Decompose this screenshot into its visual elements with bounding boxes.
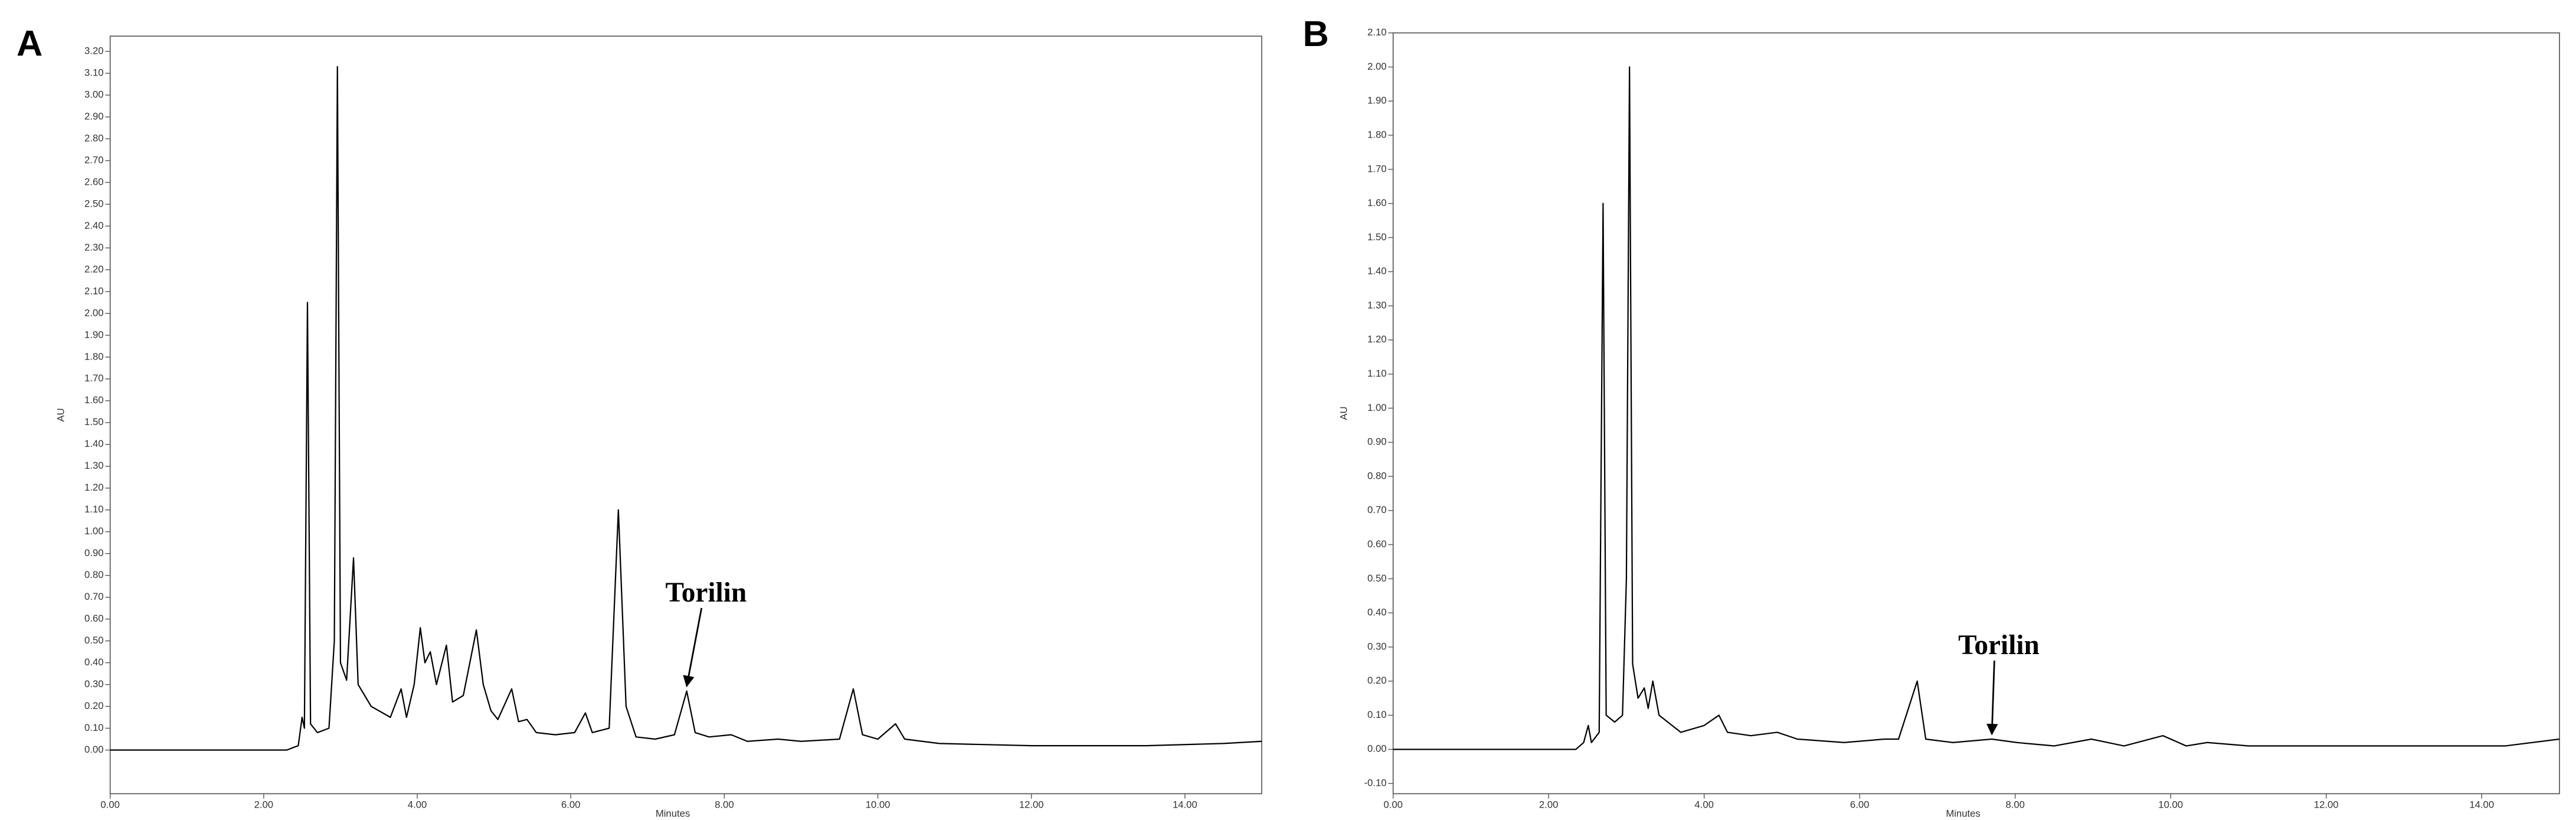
x-tick-label: 0.00 [1383, 799, 1402, 810]
x-tick-label: 2.00 [1539, 799, 1558, 810]
y-tick-label: 0.40 [1367, 607, 1386, 618]
y-tick-label: 1.90 [84, 329, 103, 340]
x-tick-label: 4.00 [1694, 799, 1713, 810]
y-tick-label: -0.10 [1364, 777, 1386, 789]
annotation-arrow [1986, 660, 1998, 736]
x-tick-label: 14.00 [2469, 799, 2494, 810]
annotation: Torilin [1958, 630, 2040, 661]
y-tick-label: 1.10 [1367, 368, 1386, 379]
y-axis-label: AU [1338, 406, 1350, 420]
y-tick-label: 2.60 [84, 176, 103, 187]
y-tick-label: 0.20 [1367, 675, 1386, 686]
y-tick-label: 1.50 [1367, 231, 1386, 243]
y-tick-label: 2.70 [84, 154, 103, 165]
plot-frame [109, 35, 1262, 795]
x-tick-label: 4.00 [408, 799, 427, 810]
annotation: Torilin [666, 577, 747, 608]
y-tick-label: 1.70 [1367, 163, 1386, 174]
y-tick-label: 0.70 [1367, 504, 1386, 515]
y-tick-label: 1.20 [1367, 334, 1386, 345]
y-tick-label: 1.40 [1367, 266, 1386, 277]
chromatogram-line [1393, 66, 2560, 750]
y-tick-label: 3.00 [84, 89, 103, 100]
x-tick-label: 10.00 [866, 799, 891, 810]
y-tick-label: 2.00 [1367, 61, 1386, 72]
panel-label: B [1303, 14, 1329, 54]
y-tick-label: 0.50 [1367, 573, 1386, 584]
annotation-arrow [683, 607, 703, 688]
y-tick-label: 1.80 [84, 351, 103, 362]
y-tick-label: 0.30 [1367, 641, 1386, 652]
y-tick-label: 0.90 [1367, 436, 1386, 447]
y-tick-label: 1.80 [1367, 129, 1386, 140]
y-tick-label: 0.40 [84, 656, 103, 668]
y-axis-label: AU [55, 408, 67, 422]
y-tick-label: 0.20 [84, 700, 103, 711]
y-tick-label: 0.60 [84, 613, 103, 624]
y-tick-label: 0.00 [1367, 743, 1386, 754]
y-tick-label: 2.30 [84, 241, 103, 253]
y-tick-label: 0.70 [84, 591, 103, 602]
panel-label: A [17, 24, 42, 64]
y-tick-label: 1.30 [1367, 299, 1386, 311]
x-tick-label: 14.00 [1173, 799, 1197, 810]
y-tick-label: 0.80 [84, 569, 103, 580]
x-tick-label: 10.00 [2158, 799, 2183, 810]
y-tick-label: 3.20 [84, 45, 103, 57]
chart-panel: A 0.00 0.10 0.20 0.30 0.40 0.50 0.60 0.70 0.80 0.9… [17, 24, 1262, 819]
y-tick-label: 2.50 [84, 198, 103, 209]
y-tick-label: 1.40 [84, 438, 103, 449]
x-axis-label: Minutes [1946, 808, 1980, 819]
y-tick-label: 0.90 [84, 547, 103, 558]
y-tick-label: 0.30 [84, 678, 103, 690]
y-tick-label: 1.50 [84, 416, 103, 427]
y-tick-label: 1.20 [84, 482, 103, 493]
y-tick-label: 1.60 [1367, 197, 1386, 208]
y-tick-label: 2.90 [84, 110, 103, 122]
y-tick-label: 1.00 [1367, 402, 1386, 413]
chart-panel: B -0.10 0.00 0.10 0.20 0.30 0.40 0.50 0.60 0.70 0.… [1303, 14, 2560, 819]
y-tick-label: 3.10 [84, 67, 103, 79]
y-tick-label: 0.60 [1367, 538, 1386, 550]
y-tick-label: 2.80 [84, 132, 103, 143]
y-tick-label: 2.40 [84, 220, 103, 231]
x-axis-label: Minutes [656, 808, 690, 819]
x-tick-label: 12.00 [2314, 799, 2339, 810]
plot-frame [1392, 32, 2560, 795]
y-tick-label: 1.60 [84, 394, 103, 406]
y-tick-label: 2.10 [84, 285, 103, 296]
x-tick-label: 6.00 [1850, 799, 1869, 810]
y-tick-label: 0.10 [1367, 709, 1386, 720]
y-tick-label: 2.10 [1367, 27, 1386, 38]
y-tick-label: 0.80 [1367, 470, 1386, 481]
y-tick-label: 1.00 [84, 525, 103, 537]
y-tick-label: 0.50 [84, 635, 103, 646]
y-tick-label: 2.00 [84, 307, 103, 318]
y-tick-label: 1.30 [84, 460, 103, 471]
y-tick-label: 1.90 [1367, 95, 1386, 106]
y-tick-label: 0.00 [84, 744, 103, 755]
y-tick-label: 2.20 [84, 263, 103, 275]
x-tick-label: 12.00 [1019, 799, 1044, 810]
x-tick-label: 8.00 [2005, 799, 2024, 810]
x-tick-label: 6.00 [561, 799, 580, 810]
x-tick-label: 0.00 [100, 799, 119, 810]
y-tick-label: 1.10 [84, 504, 103, 515]
chromatogram-line [110, 66, 1262, 751]
y-tick-label: 0.10 [84, 722, 103, 733]
y-tick-label: 1.70 [84, 373, 103, 384]
x-tick-label: 8.00 [715, 799, 734, 810]
x-tick-label: 2.00 [254, 799, 273, 810]
